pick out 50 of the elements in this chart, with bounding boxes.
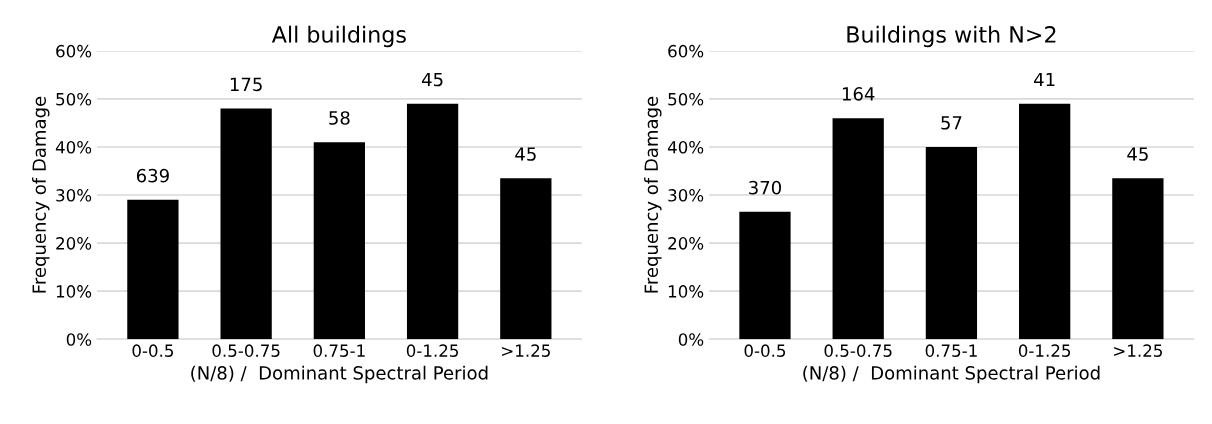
bar	[739, 211, 791, 340]
bar	[500, 178, 552, 340]
y-tick-label: 50%	[668, 92, 704, 106]
y-tick-label: 0%	[66, 333, 92, 346]
y-tick-label: 60%	[668, 44, 704, 58]
annotation: 639	[136, 168, 169, 183]
annotation: 370	[749, 180, 781, 195]
x-tick-label: 0.75-1	[925, 344, 977, 357]
chart-title: Buildings with N>2	[847, 25, 1056, 48]
x-tick-label: 0-1.25	[1018, 344, 1071, 357]
y-tick-label: 40%	[55, 140, 92, 154]
x-tick-label: 0.5-0.75	[212, 344, 280, 357]
y-tick-label: 30%	[56, 189, 92, 202]
y-tick-label: 0%	[678, 333, 704, 346]
y-tick-label: 20%	[668, 237, 704, 250]
annotation: 45	[515, 147, 536, 161]
x-tick-label: 0-0.5	[132, 344, 174, 357]
bar	[127, 199, 179, 340]
y-tick-label: 30%	[668, 189, 704, 202]
annotation: 175	[230, 77, 262, 92]
annotation: 57	[941, 116, 962, 130]
y-tick-label: 50%	[56, 92, 92, 106]
chart-title: All buildings	[271, 25, 406, 48]
bar	[313, 142, 365, 340]
x-axis-title: (N/8) / Dominant Spectral Period	[803, 365, 1100, 384]
bar	[220, 108, 272, 340]
y-axis-title: Frequency of Damage	[644, 96, 662, 293]
y-tick-label: 20%	[56, 237, 92, 250]
bar	[1019, 103, 1071, 340]
x-tick-label: 0.75-1	[313, 344, 365, 357]
x-tick-label: >1.25	[502, 344, 550, 357]
y-axis-title: Frequency of Damage	[32, 96, 50, 293]
annotation: 58	[329, 111, 350, 125]
annotation: 41	[1034, 72, 1055, 87]
x-tick-label: >1.25	[1114, 344, 1162, 357]
y-tick-label: 10%	[668, 285, 704, 298]
y-tick-label: 40%	[667, 140, 704, 154]
annotation: 164	[842, 87, 875, 101]
x-tick-label: 0-1.25	[406, 344, 458, 357]
x-axis-title: (N/8) / Dominant Spectral Period	[191, 365, 488, 384]
bar	[1112, 178, 1164, 340]
bar	[832, 118, 884, 340]
bar	[925, 146, 978, 340]
x-tick-label: 0.5-0.75	[824, 344, 892, 357]
bar	[406, 103, 459, 340]
y-tick-label: 60%	[56, 44, 92, 58]
y-tick-label: 10%	[56, 285, 92, 298]
x-tick-label: 0-0.5	[744, 344, 786, 357]
annotation: 45	[1127, 147, 1148, 161]
annotation: 45	[421, 72, 443, 87]
